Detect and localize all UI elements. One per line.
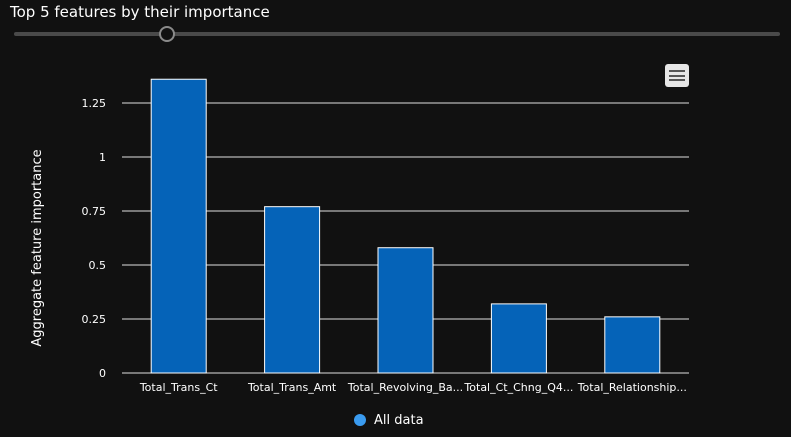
y-tick-label: 0.75 [82,205,107,218]
y-tick-label: 1 [99,151,106,164]
x-tick-label: Total_Revolving_Ba... [347,381,463,394]
hamburger-menu-icon-line [669,79,685,81]
hamburger-menu-icon [669,70,685,72]
x-tick-label: Total_Ct_Chng_Q4... [463,381,573,394]
y-axis-ticks: 0 0.25 0.5 0.75 1 1.25 [82,97,107,380]
y-tick-label: 1.25 [82,97,107,110]
bar-1[interactable] [264,206,321,374]
legend-label: All data [374,412,424,428]
slider-track[interactable] [14,32,780,36]
bars [150,78,661,374]
x-axis-ticks: Total_Trans_Ct Total_Trans_Amt Total_Revol… [139,381,687,394]
hamburger-menu-icon-line [669,74,685,77]
legend-item-all-data[interactable]: All data [354,410,424,430]
chart-title: Top 5 features by their importance [10,3,270,21]
bar-2[interactable] [377,247,434,374]
y-axis-title: Aggregate feature importance [30,149,45,346]
bar-3[interactable] [490,303,547,374]
x-tick-label: Total_Relationship... [577,381,687,394]
y-tick-label: 0.5 [89,259,107,272]
bar-0[interactable] [150,78,207,374]
bar-4[interactable] [604,316,661,374]
slider-thumb[interactable] [159,26,176,42]
x-tick-label: Total_Trans_Ct [139,381,218,394]
feature-count-slider[interactable] [14,26,780,42]
y-tick-label: 0 [99,367,106,380]
x-tick-label: Total_Trans_Amt [247,381,337,394]
y-tick-label: 0.25 [82,313,107,326]
chart-menu-button[interactable] [665,64,689,87]
legend-dot-icon [354,414,366,426]
